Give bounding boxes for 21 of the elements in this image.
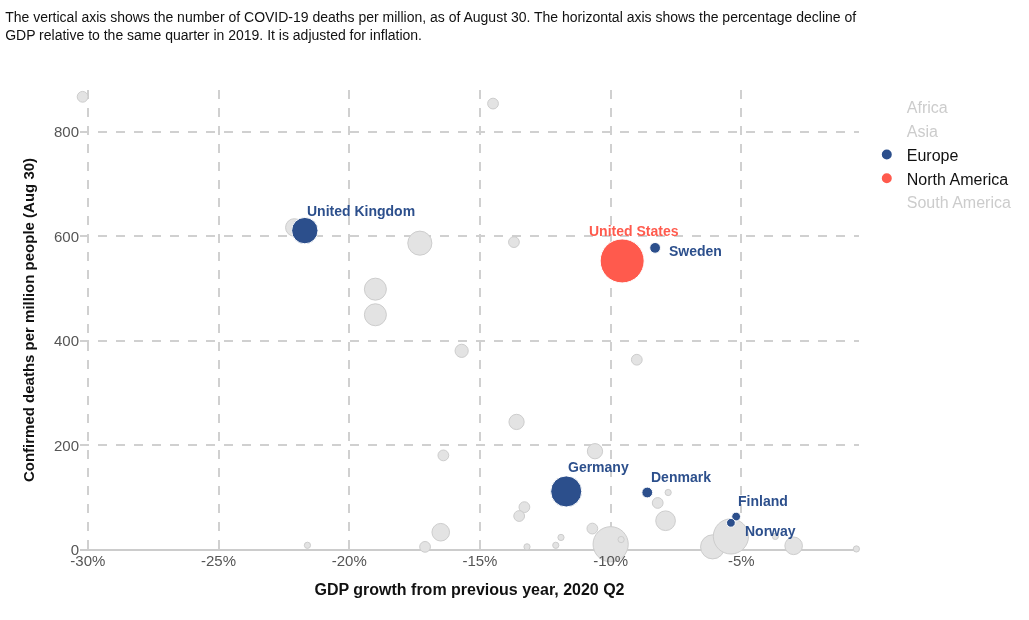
annotation: Germany bbox=[568, 459, 629, 475]
x-tick-label: -15% bbox=[462, 552, 498, 569]
x-axis-title: GDP growth from previous year, 2020 Q2 bbox=[314, 580, 625, 598]
annotation: Norway bbox=[745, 523, 796, 539]
annotation: Sweden bbox=[669, 243, 722, 259]
y-tick-label: 600 bbox=[53, 227, 79, 245]
y-tick-label: 200 bbox=[53, 436, 79, 454]
x-tick-label: -25% bbox=[201, 552, 237, 569]
x-tick-label: -20% bbox=[331, 552, 367, 569]
x-tick-label: -10% bbox=[593, 552, 629, 569]
legend-label: Europe bbox=[906, 146, 959, 164]
legend-label: North America bbox=[906, 170, 1009, 188]
y-tick-label: 800 bbox=[53, 123, 79, 141]
y-axis-title: Confirmed deaths per million people (Aug 30) bbox=[20, 157, 38, 483]
annotation: United Kingdom bbox=[307, 203, 416, 219]
annotation: Denmark bbox=[651, 469, 712, 485]
chart-title: The vertical axis shows the number of COVID-19 deaths per million, as of August 30. The horizontal axis shows the percentage decline of GDP relative to the same quarter in 2019. It is adjusted for inflation. bbox=[5, 8, 857, 43]
y-tick-label: 400 bbox=[53, 332, 79, 350]
annotation: Finland bbox=[738, 493, 788, 509]
annotation: United States bbox=[589, 223, 679, 239]
x-tick-label: -5% bbox=[728, 552, 755, 569]
